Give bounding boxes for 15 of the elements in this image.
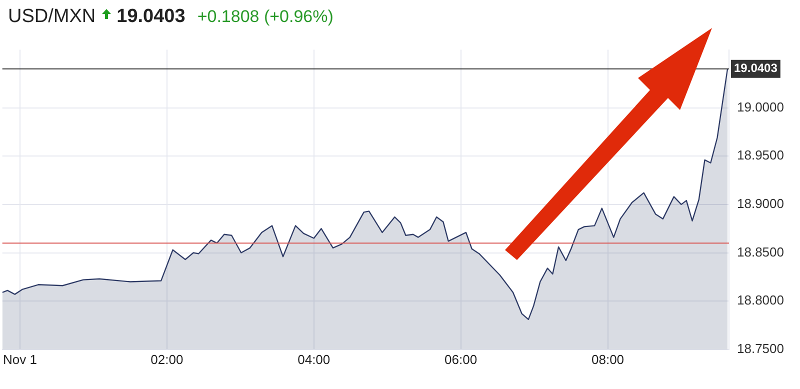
y-tick-label: 18.9500 (737, 148, 784, 163)
x-tick-label: 06:00 (444, 352, 478, 367)
y-tick-label: 18.7500 (737, 340, 784, 356)
y-tick-label: 18.9000 (737, 196, 784, 212)
x-tick-label: 02:00 (150, 352, 184, 367)
y-tick-label: 18.8000 (737, 292, 784, 308)
y-tick-label: 18.8500 (737, 244, 784, 260)
x-tick-label: Nov 1 (2, 352, 37, 367)
ref-line-label: 19.0403 (734, 61, 778, 76)
chart-title: USD/MXN (8, 6, 96, 28)
text: +0.1808 (+0.96%) (197, 7, 334, 27)
chart-subtitle: 19.0403 (116, 6, 186, 28)
x-tick-label: 04:00 (298, 352, 330, 367)
x-tick-label: 08:00 (592, 352, 624, 367)
y-tick-label: 19.0000 (737, 99, 784, 114)
